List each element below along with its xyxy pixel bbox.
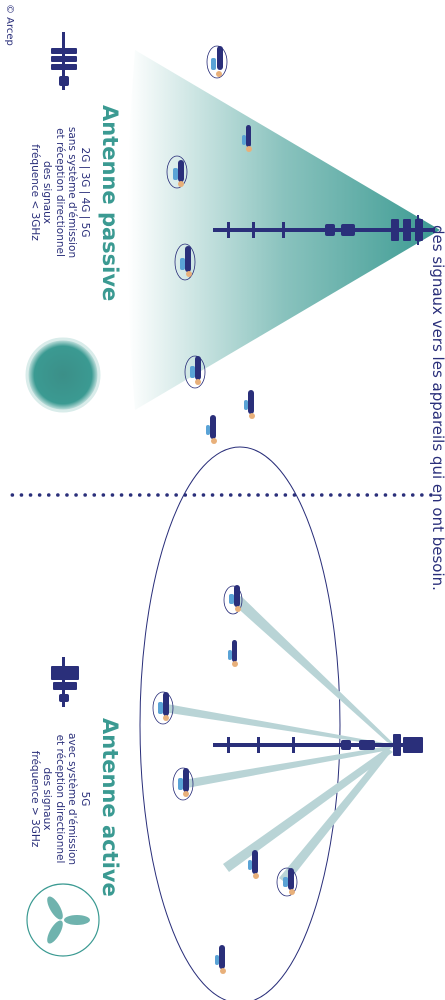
person-icon xyxy=(242,125,252,152)
passive-desc-line: fréquence < 3GHz xyxy=(29,144,41,241)
person-icon xyxy=(166,155,188,189)
passive-desc-line: sans système d'émission xyxy=(66,126,79,259)
active-title: Antenne active xyxy=(98,718,122,897)
passive-desc-line: 2G | 3G | 4G | 5G xyxy=(79,147,91,238)
active-diagram xyxy=(26,446,423,1000)
person-icon xyxy=(248,850,259,879)
passive-title: Antenne passive xyxy=(98,105,122,302)
person-icon xyxy=(244,390,255,419)
person-icon xyxy=(206,415,217,444)
person-icon xyxy=(152,691,174,725)
passive-antenna-icon xyxy=(51,32,77,90)
passive-radiation-icon xyxy=(25,337,101,413)
person-icon xyxy=(206,45,228,79)
person-icon xyxy=(228,640,238,667)
person-icon xyxy=(223,585,243,615)
passive-desc-line: et réception directionnel xyxy=(54,128,66,257)
heading-text: des signaux vers les appareils qui en on… xyxy=(429,225,445,591)
passive-desc-line: des signaux xyxy=(41,161,54,224)
person-icon xyxy=(172,767,194,801)
active-tower-icon xyxy=(213,734,423,756)
credit-text: © Arcep xyxy=(4,4,15,46)
active-description: 5G avec système d'émission et réception … xyxy=(29,718,91,880)
person-icon xyxy=(184,355,206,389)
person-icon xyxy=(174,243,196,281)
active-desc-line: 5G xyxy=(79,791,91,807)
active-desc-line: et réception directionnel xyxy=(54,734,66,864)
passive-tower-icon xyxy=(213,215,435,245)
active-desc-line: fréquence > 3GHz xyxy=(29,750,41,848)
passive-diagram xyxy=(25,32,440,444)
active-directional-beams xyxy=(163,596,395,884)
active-beams-icon xyxy=(26,883,100,957)
active-desc-line: avec système d'émission xyxy=(66,732,79,866)
active-desc-line: des signaux xyxy=(41,767,54,831)
passive-description: 2G | 3G | 4G | 5G sans système d'émissio… xyxy=(29,105,91,280)
person-icon xyxy=(276,867,298,897)
person-icon xyxy=(215,945,226,974)
active-coverage-area xyxy=(139,446,341,1000)
active-antenna-icon xyxy=(51,657,79,707)
